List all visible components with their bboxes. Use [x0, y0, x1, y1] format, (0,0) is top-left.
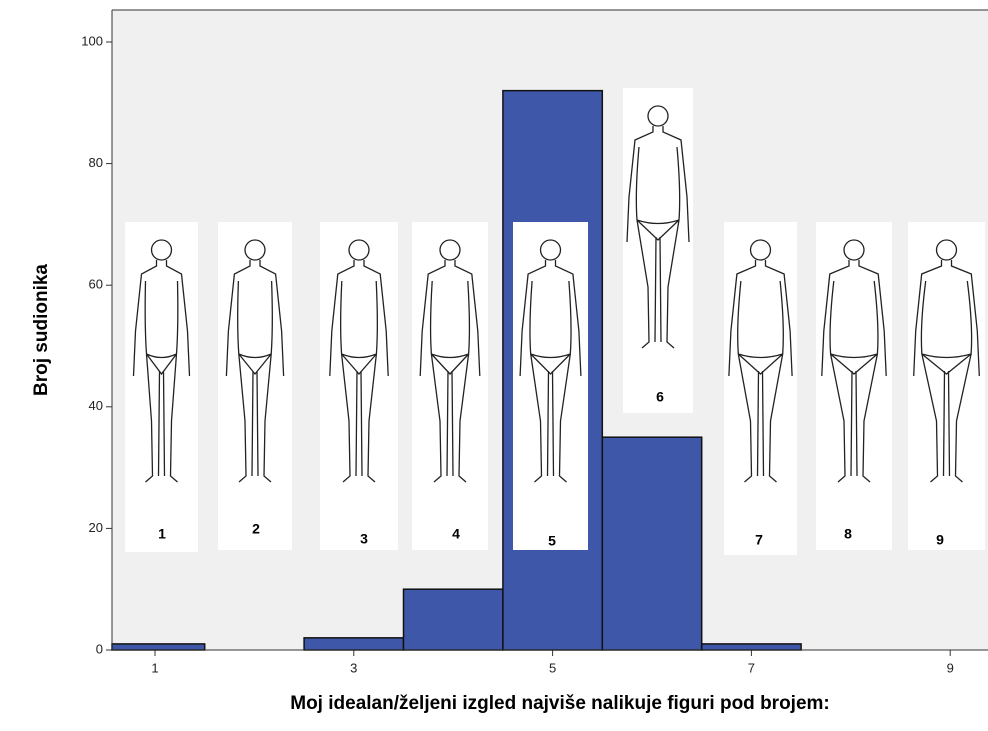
- figure-label: 3: [360, 531, 368, 547]
- figure-panel: 7: [724, 222, 797, 555]
- figure-panel: 4: [412, 222, 488, 550]
- figure-panel: 5: [513, 222, 588, 550]
- x-tick-label: 9: [947, 660, 954, 675]
- figure-panel: 6: [623, 88, 693, 413]
- figure-background: [816, 222, 892, 550]
- figure-background: [724, 222, 797, 555]
- y-tick-label: 100: [81, 33, 103, 48]
- y-tick-label: 80: [89, 155, 103, 170]
- figure-label: 6: [656, 389, 664, 405]
- figure-label: 7: [755, 532, 763, 548]
- figure-background: [623, 88, 693, 413]
- x-axis-title: Moj idealan/željeni izgled najviše nalik…: [290, 693, 830, 714]
- figure-panel: 2: [218, 222, 292, 550]
- figure-label: 2: [252, 521, 260, 537]
- chart: Moj idealan/željeni izgled najviše nalik…: [0, 0, 988, 731]
- figure-label: 4: [452, 526, 460, 542]
- bar: [112, 644, 205, 650]
- figure-label: 1: [158, 526, 166, 542]
- x-tick-label: 3: [350, 660, 357, 675]
- figure-background: [908, 222, 985, 550]
- x-tick-label: 7: [748, 660, 755, 675]
- figure-background: [412, 222, 488, 550]
- figure-background: [320, 222, 398, 550]
- x-tick-label: 1: [151, 660, 158, 675]
- figure-panel: 1: [125, 222, 198, 552]
- x-tick-label: 5: [549, 660, 556, 675]
- bar: [702, 644, 801, 650]
- figure-label: 5: [548, 533, 556, 549]
- figure-panel: 9: [908, 222, 985, 550]
- figure-background: [125, 222, 198, 552]
- y-axis-title: Broj sudionika: [31, 264, 52, 396]
- bar: [404, 589, 503, 650]
- y-tick-label: 40: [89, 398, 103, 413]
- bar: [304, 638, 403, 650]
- y-tick-label: 0: [96, 641, 103, 656]
- figure-label: 8: [844, 526, 852, 542]
- figure-background: [513, 222, 588, 550]
- figure-panel: 3: [320, 222, 398, 550]
- figure-background: [218, 222, 292, 550]
- figure-label: 9: [936, 532, 944, 548]
- figure-panel: 8: [816, 222, 892, 550]
- y-tick-label: 60: [89, 277, 103, 292]
- bar: [602, 437, 701, 650]
- y-tick-label: 20: [89, 520, 103, 535]
